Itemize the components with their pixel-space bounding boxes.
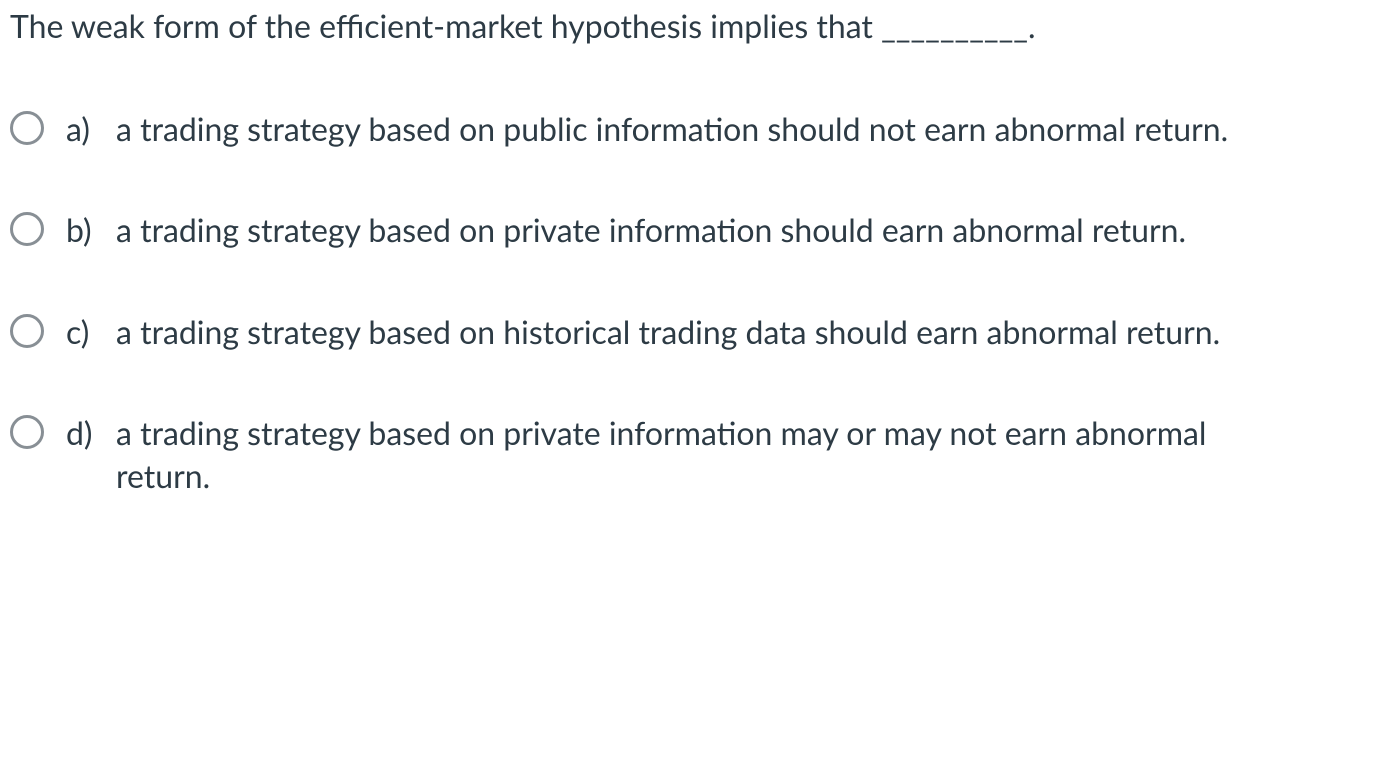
option-a-letter: a) <box>66 107 102 150</box>
radio-b[interactable] <box>10 212 44 246</box>
option-b-letter: b) <box>66 208 102 251</box>
option-a-body: a) a trading strategy based on public in… <box>66 107 1228 150</box>
option-a[interactable]: a) a trading strategy based on public in… <box>10 107 1356 150</box>
option-d-body: d) a trading strategy based on private i… <box>66 411 1296 497</box>
option-a-text: a trading strategy based on public infor… <box>116 107 1228 150</box>
option-c-letter: c) <box>66 310 102 353</box>
radio-d[interactable] <box>10 415 44 449</box>
option-b-text: a trading strategy based on private info… <box>116 208 1186 251</box>
options-list: a) a trading strategy based on public in… <box>10 107 1356 497</box>
option-d[interactable]: d) a trading strategy based on private i… <box>10 411 1356 497</box>
question-stem: The weak form of the efficient-market hy… <box>10 4 1356 47</box>
option-b-body: b) a trading strategy based on private i… <box>66 208 1186 251</box>
radio-a[interactable] <box>10 111 44 145</box>
radio-c[interactable] <box>10 314 44 348</box>
option-c[interactable]: c) a trading strategy based on historica… <box>10 310 1356 353</box>
option-d-text: a trading strategy based on private info… <box>116 411 1296 497</box>
option-d-letter: d) <box>66 411 102 454</box>
option-b[interactable]: b) a trading strategy based on private i… <box>10 208 1356 251</box>
option-c-text: a trading strategy based on historical t… <box>116 310 1220 353</box>
question-container: The weak form of the efficient-market hy… <box>0 4 1376 497</box>
option-c-body: c) a trading strategy based on historica… <box>66 310 1220 353</box>
